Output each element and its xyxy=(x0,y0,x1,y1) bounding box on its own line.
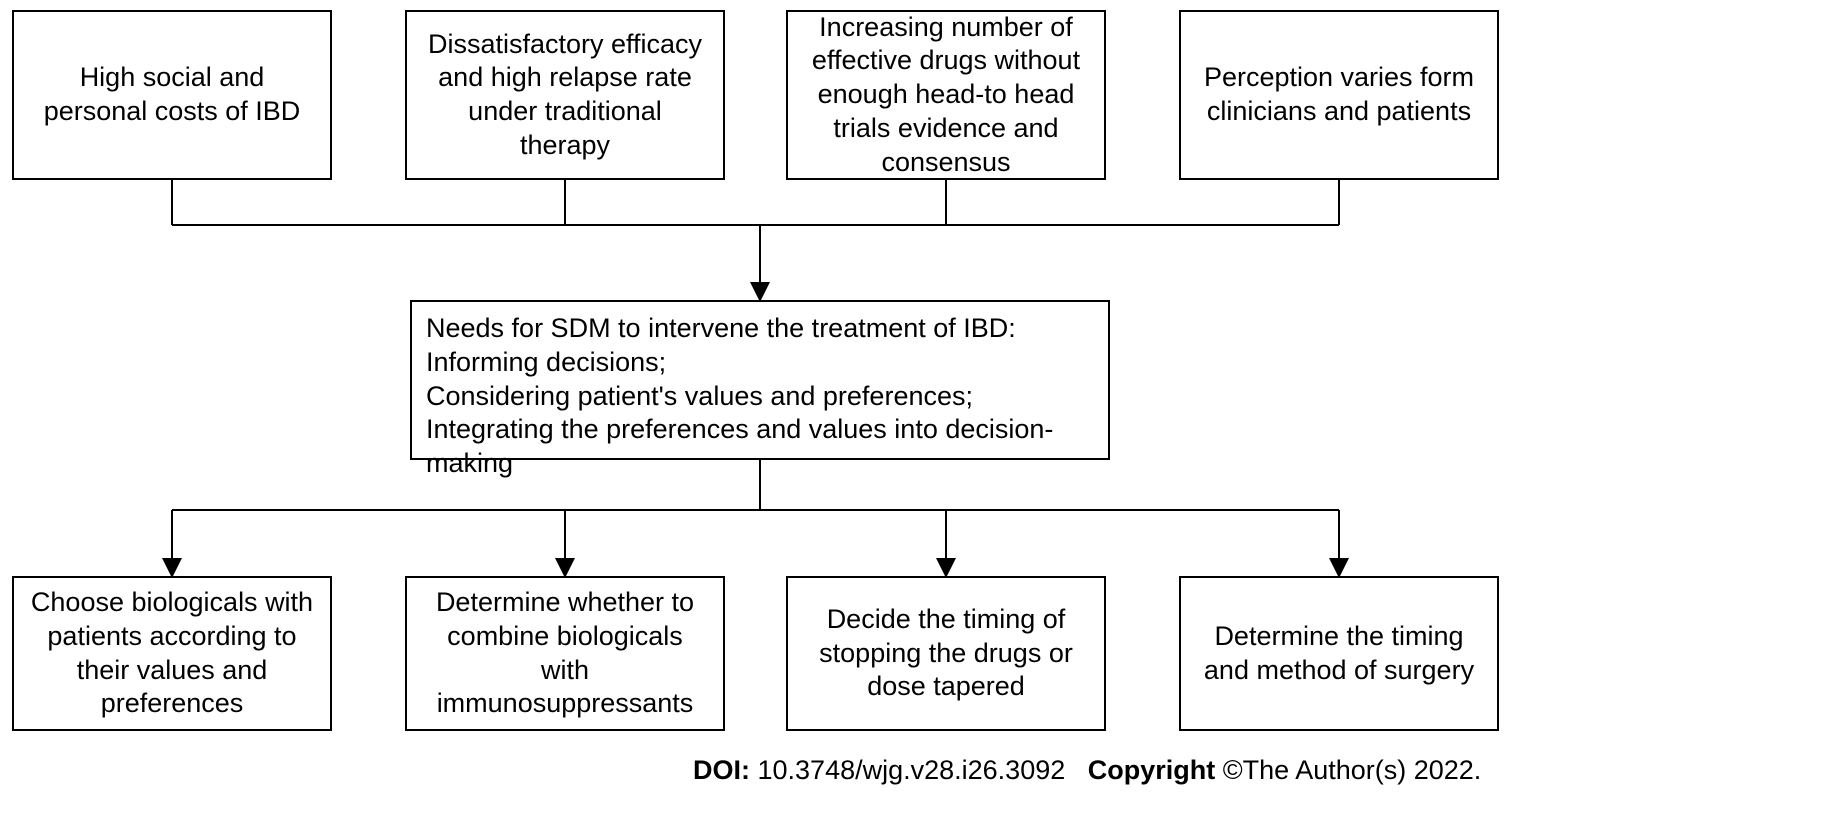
bottom-box-surgery-text: Determine the timing and method of surge… xyxy=(1195,620,1483,688)
bottom-box-combine: Determine whether to combine biologicals… xyxy=(405,576,725,731)
top-box-perception-text: Perception varies form clinicians and pa… xyxy=(1195,61,1483,129)
bottom-box-combine-text: Determine whether to combine biologicals… xyxy=(421,586,709,721)
middle-line-2: Informing decisions; xyxy=(426,346,1094,380)
bottom-box-surgery: Determine the timing and method of surge… xyxy=(1179,576,1499,731)
bottom-box-choose-text: Choose biologicals with patients accordi… xyxy=(28,586,316,721)
middle-line-4: Integrating the preferences and values i… xyxy=(426,413,1094,481)
middle-box-sdm-needs: Needs for SDM to intervene the treatment… xyxy=(410,300,1110,460)
copyright-value: ©The Author(s) 2022. xyxy=(1215,755,1481,785)
top-box-perception: Perception varies form clinicians and pa… xyxy=(1179,10,1499,180)
top-box-costs: High social and personal costs of IBD xyxy=(12,10,332,180)
top-box-drugs: Increasing number of effective drugs wit… xyxy=(786,10,1106,180)
bottom-box-choose-biologicals: Choose biologicals with patients accordi… xyxy=(12,576,332,731)
footer-line: DOI: 10.3748/wjg.v28.i26.3092 Copyright … xyxy=(693,755,1481,786)
bottom-box-timing-stop: Decide the timing of stopping the drugs … xyxy=(786,576,1106,731)
bottom-box-timing-stop-text: Decide the timing of stopping the drugs … xyxy=(802,603,1090,704)
copyright-label: Copyright xyxy=(1088,755,1216,785)
top-box-costs-text: High social and personal costs of IBD xyxy=(28,61,316,129)
doi-label: DOI: xyxy=(693,755,750,785)
top-box-efficacy-text: Dissatisfactory efficacy and high relaps… xyxy=(421,28,709,163)
middle-line-1: Needs for SDM to intervene the treatment… xyxy=(426,312,1094,346)
top-box-efficacy: Dissatisfactory efficacy and high relaps… xyxy=(405,10,725,180)
doi-value: 10.3748/wjg.v28.i26.3092 xyxy=(750,755,1065,785)
middle-line-3: Considering patient's values and prefere… xyxy=(426,380,1094,414)
top-box-drugs-text: Increasing number of effective drugs wit… xyxy=(802,11,1090,180)
